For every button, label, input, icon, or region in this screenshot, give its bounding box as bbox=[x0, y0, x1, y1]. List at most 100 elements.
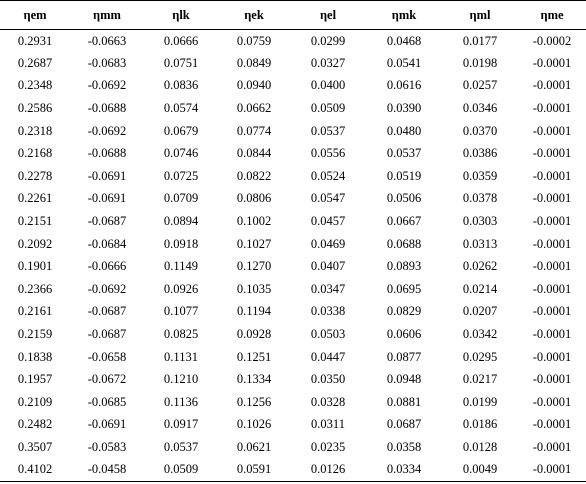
column-header: ηmm bbox=[70, 0, 144, 30]
table-cell: -0.0002 bbox=[532, 33, 572, 48]
table-row: 0.2687 -0.0683 0.0751 0.0849 0.0327 0.0541 0.0… bbox=[0, 52, 586, 75]
table-cell: 0.1194 bbox=[237, 304, 271, 319]
table-cell: 0.0359 bbox=[462, 168, 498, 183]
table-header: ηem ηmm ηlk ηek ηel ηmk ηml ηme bbox=[0, 0, 586, 30]
table-cell: 0.2687 bbox=[17, 55, 53, 70]
table-cell: 0.0836 bbox=[163, 78, 199, 93]
table-cell: -0.0691 bbox=[87, 191, 127, 206]
table-cell: 0.0235 bbox=[310, 439, 346, 454]
table-cell: 0.1270 bbox=[236, 259, 272, 274]
table-row: 0.2261 -0.0691 0.0709 0.0806 0.0547 0.0506 0.0… bbox=[0, 188, 586, 211]
table-cell: 0.0666 bbox=[163, 33, 199, 48]
table-cell: -0.0691 bbox=[87, 417, 127, 432]
table-cell: 0.0327 bbox=[310, 55, 346, 70]
table-cell: 0.0940 bbox=[236, 78, 272, 93]
table-cell: 0.1957 bbox=[17, 372, 53, 387]
column-header: ηmk bbox=[366, 0, 442, 30]
table-cell: -0.0684 bbox=[87, 236, 127, 251]
table-row: 0.2168 -0.0688 0.0746 0.0844 0.0556 0.0537 0.0… bbox=[0, 142, 586, 165]
table-row: 0.2931 -0.0663 0.0666 0.0759 0.0299 0.0468 0.0… bbox=[0, 30, 586, 53]
table-cell: 0.0346 bbox=[462, 101, 498, 116]
table-cell: 0.0303 bbox=[462, 214, 498, 229]
table-cell: 0.0338 bbox=[310, 304, 346, 319]
table-cell: 0.1838 bbox=[17, 349, 53, 364]
table-cell: 0.0844 bbox=[236, 146, 272, 161]
table-cell: 0.0709 bbox=[163, 191, 199, 206]
table-cell: -0.0692 bbox=[87, 123, 127, 138]
table-row: 0.2586 -0.0688 0.0574 0.0662 0.0509 0.0390 0.0… bbox=[0, 97, 586, 120]
table-cell: 0.0541 bbox=[386, 55, 422, 70]
table-cell: 0.0509 bbox=[144, 458, 218, 482]
table-cell: 0.0480 bbox=[386, 123, 422, 138]
table-cell: 0.0468 bbox=[386, 33, 422, 48]
table-cell: -0.0658 bbox=[87, 349, 127, 364]
table-cell: 0.0334 bbox=[366, 458, 442, 482]
table-cell: 0.0537 bbox=[163, 439, 199, 454]
table-cell: 0.0822 bbox=[236, 168, 272, 183]
table-cell: 0.0893 bbox=[386, 259, 422, 274]
table-cell: 0.0537 bbox=[386, 146, 422, 161]
table-cell: -0.0691 bbox=[87, 168, 127, 183]
table-cell: 0.2586 bbox=[17, 101, 53, 116]
table-cell: 0.0457 bbox=[310, 214, 346, 229]
table-cell: -0.0688 bbox=[87, 101, 127, 116]
table-cell: -0.0687 bbox=[87, 304, 127, 319]
table-cell: 0.2366 bbox=[17, 281, 53, 296]
table-cell: 0.0667 bbox=[386, 214, 422, 229]
table-cell: 0.0679 bbox=[163, 123, 199, 138]
table-cell: 0.1026 bbox=[236, 417, 272, 432]
table-cell: 0.0774 bbox=[236, 123, 272, 138]
table-cell: 0.3507 bbox=[17, 439, 53, 454]
table-cell: -0.0663 bbox=[87, 33, 127, 48]
table-cell: 0.0506 bbox=[386, 191, 422, 206]
table-cell: -0.0001 bbox=[532, 168, 572, 183]
table-cell: 0.1002 bbox=[236, 214, 272, 229]
table-cell: 0.0688 bbox=[386, 236, 422, 251]
table-cell: -0.0666 bbox=[87, 259, 127, 274]
table-row: 0.3507 -0.0583 0.0537 0.0621 0.0235 0.0358 0.0… bbox=[0, 436, 586, 459]
table-cell: 0.0198 bbox=[462, 55, 498, 70]
table-cell: -0.0001 bbox=[532, 123, 572, 138]
table-cell: 0.0806 bbox=[236, 191, 272, 206]
table-cell: 0.0469 bbox=[310, 236, 346, 251]
table-row: 0.2151 -0.0687 0.0894 0.1002 0.0457 0.0667 0.0… bbox=[0, 210, 586, 233]
table-row: 0.1957 -0.0672 0.1210 0.1334 0.0350 0.0948 0.0… bbox=[0, 368, 586, 391]
table-cell: 0.0358 bbox=[386, 439, 422, 454]
column-header: ηek bbox=[218, 0, 290, 30]
table-cell: 0.0347 bbox=[310, 281, 346, 296]
table-cell: 0.0948 bbox=[386, 372, 422, 387]
table-cell: 0.2348 bbox=[17, 78, 53, 93]
table-cell: 0.0825 bbox=[163, 327, 199, 342]
table-row: 0.4102 -0.0458 0.0509 0.0591 0.0126 0.0334 0.0… bbox=[0, 458, 586, 482]
table-cell: 0.0606 bbox=[386, 327, 422, 342]
table-cell: -0.0583 bbox=[87, 439, 127, 454]
table-body: 0.2931 -0.0663 0.0666 0.0759 0.0299 0.0468 0.0… bbox=[0, 30, 586, 482]
table-cell: 0.1149 bbox=[164, 259, 198, 274]
header-row: ηem ηmm ηlk ηek ηel ηmk ηml ηme bbox=[0, 0, 586, 30]
table-row: 0.2278 -0.0691 0.0725 0.0822 0.0524 0.0519 0.0… bbox=[0, 165, 586, 188]
table-cell: 0.0662 bbox=[236, 101, 272, 116]
table-cell: 0.0917 bbox=[163, 417, 199, 432]
table-cell: -0.0685 bbox=[87, 394, 127, 409]
table-cell: 0.2318 bbox=[17, 123, 53, 138]
table-cell: 0.0849 bbox=[236, 55, 272, 70]
table-cell: 0.0725 bbox=[163, 168, 199, 183]
table-cell: -0.0001 bbox=[532, 327, 572, 342]
table-cell: -0.0001 bbox=[532, 214, 572, 229]
column-header: ηlk bbox=[144, 0, 218, 30]
table-cell: 0.2092 bbox=[17, 236, 53, 251]
table-cell: -0.0672 bbox=[87, 372, 127, 387]
table-cell: 0.2278 bbox=[17, 168, 53, 183]
table-cell: -0.0001 bbox=[532, 439, 572, 454]
table-cell: 0.0556 bbox=[310, 146, 346, 161]
table-cell: -0.0001 bbox=[532, 78, 572, 93]
table-cell: 0.2159 bbox=[17, 327, 53, 342]
table-cell: 0.0350 bbox=[310, 372, 346, 387]
table-cell: 0.1334 bbox=[236, 372, 272, 387]
table-cell: -0.0688 bbox=[87, 146, 127, 161]
table-cell: 0.1077 bbox=[163, 304, 199, 319]
table-cell: -0.0683 bbox=[87, 55, 127, 70]
table-cell: -0.0001 bbox=[518, 458, 586, 482]
table-cell: 0.0759 bbox=[236, 33, 272, 48]
table-cell: 0.0214 bbox=[462, 281, 498, 296]
